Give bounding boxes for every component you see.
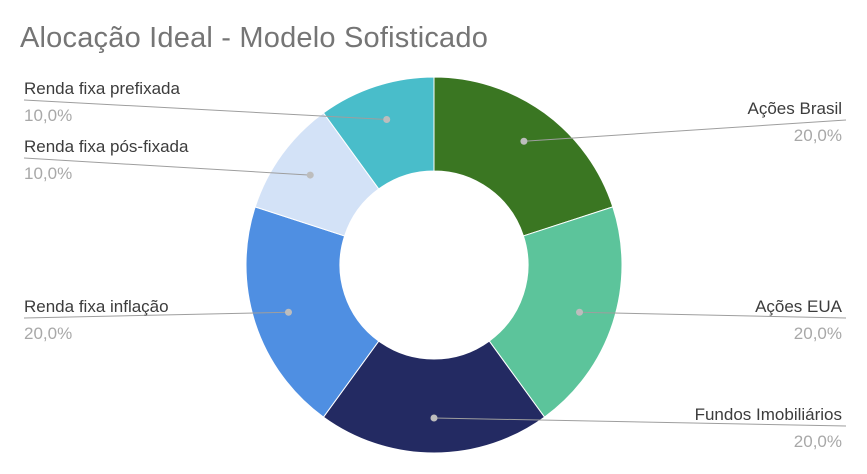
leader-line-renda-fixa-prefixada (23, 99, 387, 120)
leader-line-acoes-eua (579, 311, 847, 319)
leader-line-fundos-imobiliarios (433, 417, 847, 427)
slice-label-acoes-eua: Ações EUA (755, 297, 843, 316)
slice-fundos-imobiliarios[interactable] (322, 340, 546, 454)
leader-dot-fundos-imobiliarios (430, 414, 438, 422)
slice-value-acoes-eua: 20,0% (794, 324, 842, 343)
slice-renda-fixa-prefixada[interactable] (322, 76, 435, 190)
slice-acoes-brasil[interactable] (433, 76, 614, 237)
slice-value-renda-fixa-pos-fixada: 10,0% (24, 164, 72, 183)
slice-renda-fixa-inflacao[interactable] (245, 206, 380, 418)
slice-value-fundos-imobiliarios: 20,0% (794, 432, 842, 451)
leader-dot-renda-fixa-prefixada (383, 115, 391, 123)
slice-label-acoes-brasil: Ações Brasil (748, 99, 842, 118)
slice-value-renda-fixa-prefixada: 10,0% (24, 106, 72, 125)
leader-line-acoes-brasil (523, 119, 847, 142)
slice-value-renda-fixa-inflacao: 20,0% (24, 324, 72, 343)
leader-line-renda-fixa-pos-fixada (23, 157, 311, 176)
slice-acoes-eua[interactable] (488, 206, 623, 418)
slice-label-fundos-imobiliarios: Fundos Imobiliários (695, 405, 842, 424)
leader-dot-acoes-eua (576, 308, 584, 316)
slice-label-renda-fixa-prefixada: Renda fixa prefixada (24, 79, 180, 98)
slice-label-renda-fixa-inflacao: Renda fixa inflação (24, 297, 169, 316)
slice-label-renda-fixa-pos-fixada: Renda fixa pós-fixada (24, 137, 189, 156)
chart-title: Alocação Ideal - Modelo Sofisticado (20, 22, 489, 54)
leader-dot-renda-fixa-pos-fixada (306, 171, 314, 179)
leader-dot-renda-fixa-inflacao (284, 308, 292, 316)
slice-value-acoes-brasil: 20,0% (794, 126, 842, 145)
leader-line-renda-fixa-inflacao (23, 311, 289, 319)
leader-dot-acoes-brasil (520, 137, 528, 145)
